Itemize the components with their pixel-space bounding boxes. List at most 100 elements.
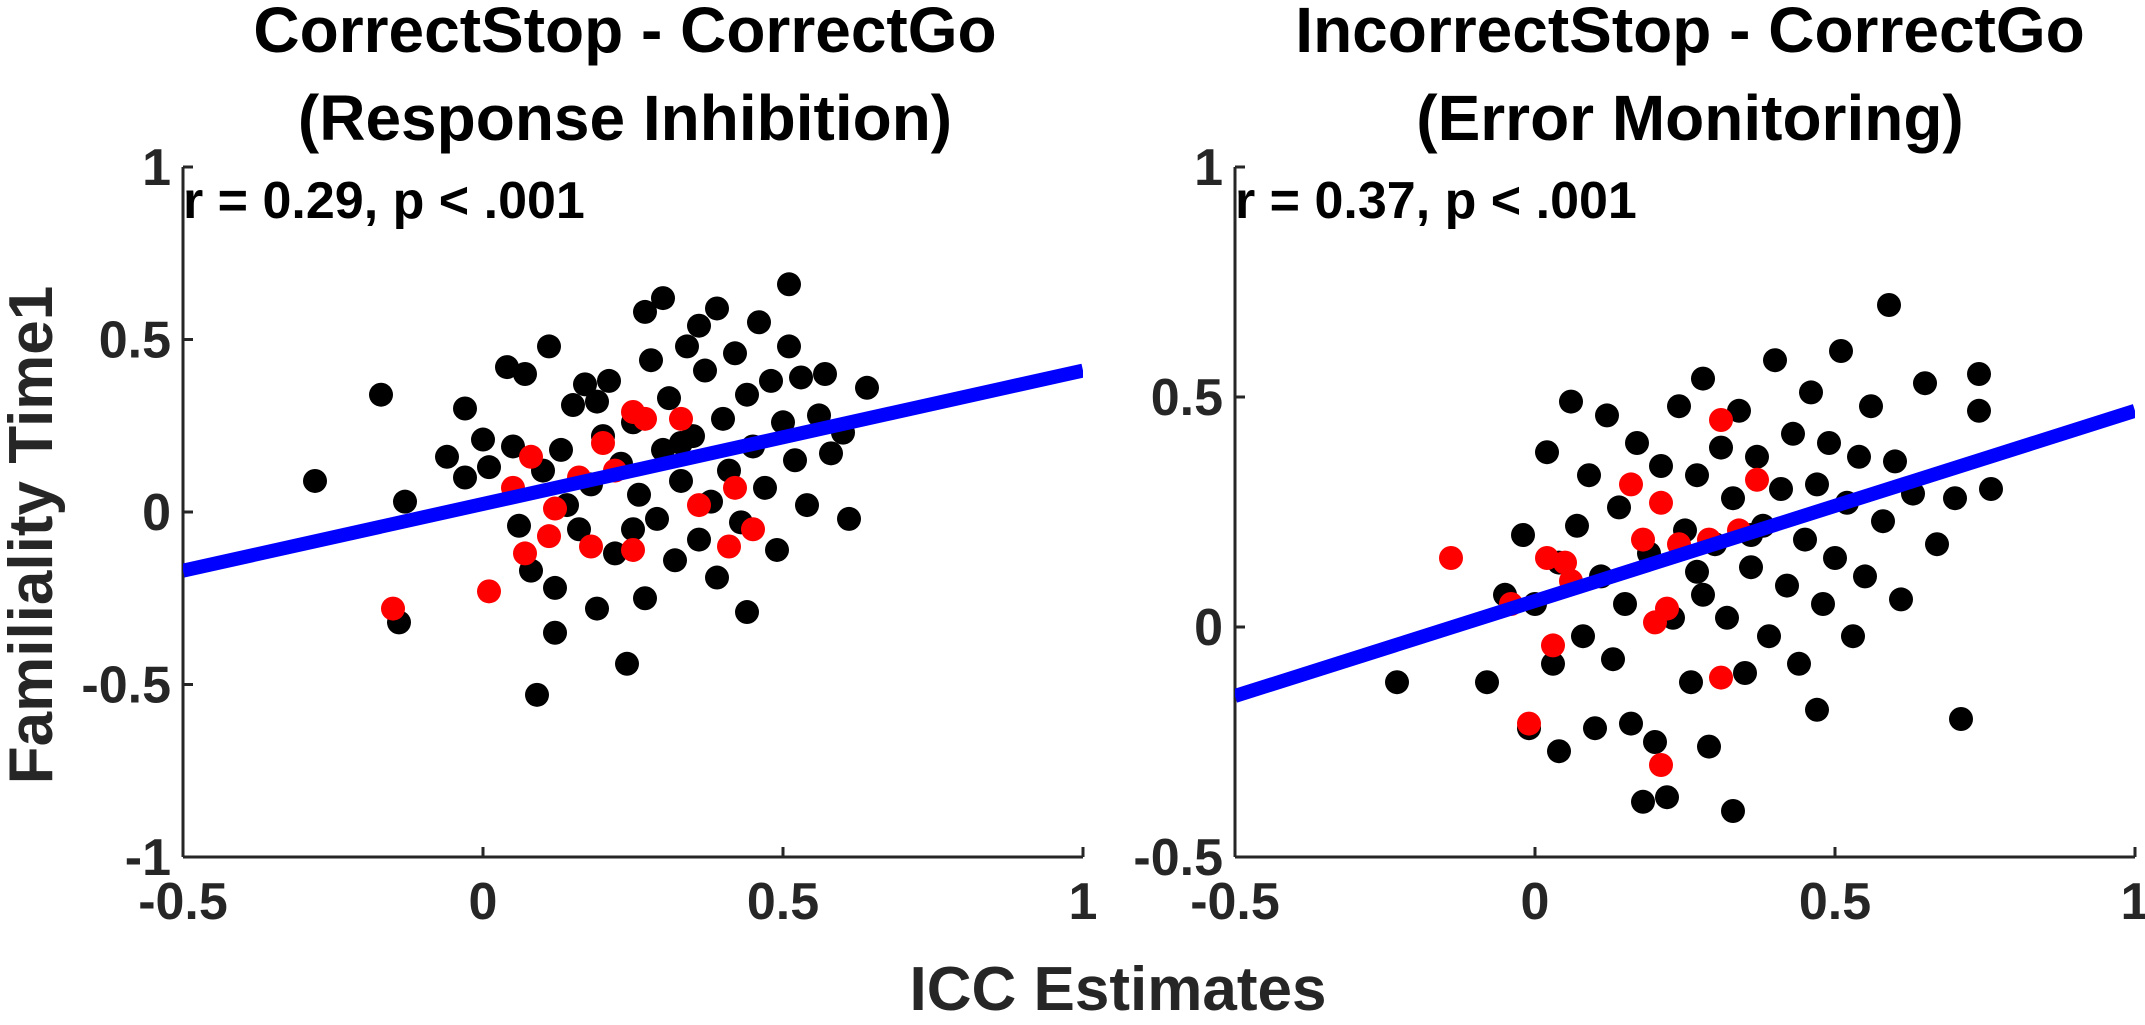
black-data-point	[1727, 398, 1751, 423]
panel-left-y-tick-label: 0	[142, 484, 171, 542]
black-data-point	[1781, 421, 1805, 446]
panel-right-x-tick-label: -0.5	[1190, 873, 1280, 931]
black-data-point	[303, 468, 327, 493]
black-data-point	[1715, 605, 1739, 630]
red-data-point	[741, 517, 765, 542]
black-data-point	[1511, 523, 1535, 547]
black-data-point	[1577, 463, 1601, 488]
panel-left-title-line1: CorrectStop - CorrectGo	[253, 0, 996, 66]
black-data-point	[627, 482, 651, 507]
black-data-point	[495, 355, 519, 380]
red-data-point	[591, 431, 615, 455]
black-data-point	[525, 682, 549, 707]
black-data-point	[585, 389, 609, 414]
black-data-point	[1655, 785, 1679, 810]
black-data-point	[705, 565, 729, 590]
black-data-point	[1847, 444, 1871, 469]
black-data-point	[1559, 389, 1583, 414]
panel-left-y-tick-label: -1	[125, 829, 171, 887]
panel-right-x-tick-label: 0	[1521, 873, 1550, 931]
red-data-point	[633, 406, 657, 431]
black-data-point	[1775, 573, 1799, 598]
black-data-point	[585, 596, 609, 621]
black-data-point	[1679, 670, 1703, 695]
black-data-point	[711, 406, 735, 431]
black-data-point	[471, 427, 495, 452]
black-data-point	[759, 368, 783, 393]
black-data-point	[1595, 403, 1619, 428]
black-data-point	[657, 386, 681, 411]
black-data-point	[615, 651, 639, 676]
black-data-point	[537, 334, 561, 359]
black-data-point	[597, 368, 621, 393]
black-data-point	[1643, 730, 1667, 754]
black-data-point	[1793, 527, 1817, 552]
red-data-point	[477, 579, 501, 604]
red-data-point	[1553, 550, 1577, 575]
black-data-point	[837, 506, 861, 531]
black-data-point	[1709, 435, 1733, 460]
black-data-point	[1607, 495, 1631, 520]
black-data-point	[723, 341, 747, 366]
red-data-point	[1541, 633, 1565, 658]
black-data-point	[675, 334, 699, 359]
black-data-point	[1787, 651, 1811, 676]
black-data-point	[1697, 734, 1721, 759]
black-data-point	[1631, 789, 1655, 814]
black-data-point	[1805, 697, 1829, 722]
black-data-point	[1817, 431, 1841, 455]
black-data-point	[507, 513, 531, 538]
black-data-point	[651, 286, 675, 311]
black-data-point	[1889, 587, 1913, 612]
black-data-point	[783, 448, 807, 473]
black-data-point	[1757, 624, 1781, 649]
black-data-point	[1769, 477, 1793, 501]
black-data-point	[735, 600, 759, 625]
black-data-point	[687, 527, 711, 552]
black-data-point	[477, 455, 501, 480]
black-data-point	[435, 444, 459, 469]
black-data-point	[705, 296, 729, 321]
black-data-point	[771, 410, 795, 435]
black-data-point	[1613, 592, 1637, 616]
black-data-point	[1829, 339, 1853, 363]
red-data-point	[543, 496, 567, 521]
panel-right-title-line1: IncorrectStop - CorrectGo	[1295, 0, 2084, 66]
red-data-point	[381, 596, 405, 621]
black-data-point	[1853, 564, 1877, 589]
black-data-point	[813, 362, 837, 386]
black-data-point	[1685, 559, 1709, 584]
black-data-point	[549, 437, 573, 462]
black-data-point	[1763, 348, 1787, 373]
red-data-point	[579, 534, 603, 559]
black-data-point	[1871, 509, 1895, 534]
black-data-point	[1649, 454, 1673, 478]
black-data-point	[513, 362, 537, 386]
black-data-point	[1625, 431, 1649, 455]
black-data-point	[543, 575, 567, 600]
panel-right-y-tick-label: 1	[1194, 139, 1223, 197]
panel-left-regression-line	[183, 363, 1083, 578]
panel-left-y-tick-label: 0.5	[99, 312, 171, 370]
black-data-point	[453, 465, 477, 490]
black-data-point	[1883, 449, 1907, 474]
panel-right-y-tick-label: 0	[1194, 599, 1223, 657]
red-data-point	[717, 534, 741, 559]
black-data-point	[633, 299, 657, 324]
black-data-point	[1745, 444, 1769, 469]
panel-left-y-tick-label: 1	[142, 139, 171, 197]
black-data-point	[777, 334, 801, 359]
black-data-point	[1571, 624, 1595, 649]
red-data-point	[1535, 546, 1559, 570]
red-data-point	[1655, 596, 1679, 621]
black-data-point	[561, 393, 585, 418]
black-data-point	[753, 475, 777, 500]
red-data-point	[1439, 546, 1463, 570]
panel-left-stat-annotation: r = 0.29, p < .001	[183, 172, 585, 230]
black-data-point	[543, 620, 567, 645]
red-data-point	[1619, 472, 1643, 497]
black-data-point	[1799, 380, 1823, 405]
x-axis-label: ICC Estimates	[910, 955, 1327, 1024]
black-data-point	[1859, 394, 1883, 419]
